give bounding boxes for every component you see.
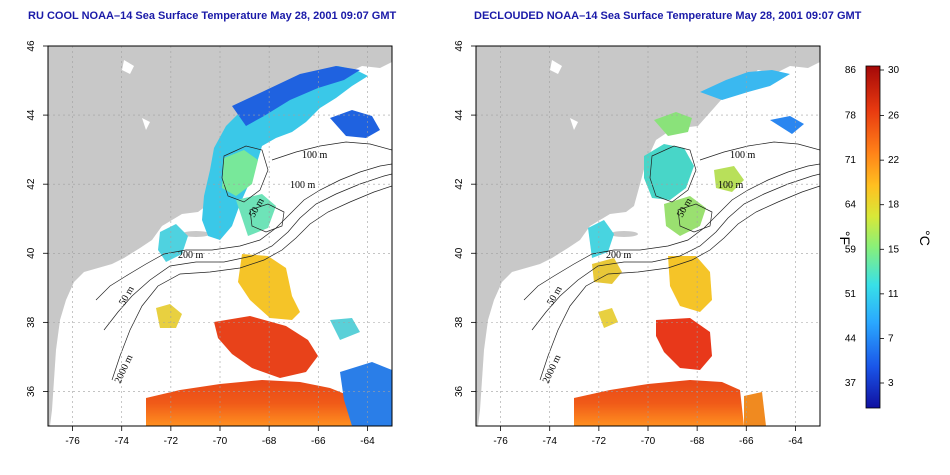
- land-mass-raw: [48, 46, 392, 426]
- map-panel-raw: 100 m 100 m 200 m 50 m 50 m 2000 m -76 -7…: [26, 40, 393, 447]
- colorbar-c-tick: 22: [888, 155, 900, 166]
- sst-patch-gom-declouded: [654, 112, 692, 136]
- colorbar-c-tick: 26: [888, 111, 900, 122]
- colorbar-c-tick: 15: [888, 244, 900, 255]
- y-tick-label-declouded: 44: [454, 109, 465, 121]
- map-title-raw: RU COOL NOAA–14 Sea Surface Temperature …: [28, 10, 397, 22]
- x-tick-label-raw: -72: [164, 436, 179, 447]
- sst-gulfstream-south-raw: [146, 380, 352, 426]
- sst-gulfstream-declouded: [656, 318, 712, 370]
- x-tick-label-raw: -66: [311, 436, 326, 447]
- lake-raw: [142, 118, 150, 130]
- land-mass-declouded: [476, 46, 820, 426]
- colorbar-celsius-label: °C: [917, 230, 933, 246]
- colorbar-f-tick: 64: [845, 200, 857, 211]
- sst-patch-cold-declouded: [770, 116, 804, 134]
- colorbar-fahrenheit-label: °F: [837, 231, 853, 245]
- sst-patch-slope-declouded: [668, 256, 712, 312]
- x-tick-label-declouded: -72: [592, 436, 607, 447]
- long-island-declouded: [610, 231, 638, 237]
- lake-declouded: [570, 118, 578, 130]
- x-tick-label-declouded: -66: [739, 436, 754, 447]
- colorbar-c-tick: 30: [888, 65, 900, 76]
- lake-declouded: [550, 60, 562, 74]
- long-island-raw: [182, 231, 210, 237]
- sst-patch-mid-declouded: [664, 196, 706, 236]
- sst-patch-cold-declouded: [700, 70, 790, 100]
- y-tick-label-raw: 46: [26, 40, 37, 52]
- x-tick-label-declouded: -70: [641, 436, 656, 447]
- colorbar-f-tick: 86: [845, 65, 857, 76]
- colorbar-c-tick: 18: [888, 200, 900, 211]
- map-panel-declouded: 100 m 100 m 200 m 50 m 50 m 2000 m -76 -7…: [454, 40, 821, 447]
- x-tick-label-raw: -76: [65, 436, 80, 447]
- lake-raw: [122, 60, 134, 74]
- colorbar: 86 78 71 64 59 51 44 37 30 26 22 18 15 11 7 3 °F °C: [837, 65, 933, 409]
- sst-patch-mid-raw: [222, 150, 258, 196]
- sst-patch-shelf-raw: [156, 304, 182, 328]
- y-tick-label-raw: 40: [26, 247, 37, 259]
- sst-patch-offshore-raw: [340, 362, 392, 426]
- sst-patch-shelf-declouded: [588, 220, 614, 258]
- map-title-declouded: DECLOUDED NOAA–14 Sea Surface Temperatur…: [474, 10, 862, 22]
- x-tick-label-declouded: -74: [542, 436, 557, 447]
- x-tick-label-declouded: -76: [493, 436, 508, 447]
- y-tick-label-declouded: 40: [454, 247, 465, 259]
- isobath-contours-raw: [95, 141, 392, 381]
- x-tick-label-raw: -68: [262, 436, 277, 447]
- colorbar-f-tick: 37: [845, 378, 857, 389]
- x-tick-label-declouded: -64: [788, 436, 803, 447]
- x-tick-label-raw: -64: [360, 436, 375, 447]
- colorbar-f-tick: 51: [845, 289, 857, 300]
- colorbar-f-tick: 71: [845, 155, 857, 166]
- axis-ticks-declouded: -76 -74 -72 -70 -68 -66 -64 46 44 42 40 38 36: [454, 40, 803, 447]
- sst-patch-cold-raw: [232, 66, 360, 126]
- isobath-contours-declouded: [523, 141, 820, 381]
- colorbar-f-tick: 44: [845, 333, 857, 344]
- sst-gulfstream-raw: [214, 316, 318, 378]
- y-tick-label-declouded: 46: [454, 40, 465, 52]
- sst-patch-offshore-raw: [330, 318, 360, 340]
- y-tick-label-raw: 42: [26, 178, 37, 190]
- y-tick-label-raw: 36: [26, 385, 37, 397]
- contour-label-declouded: 100 m: [730, 150, 756, 161]
- contour-label-raw: 100 m: [302, 150, 328, 161]
- y-tick-label-raw: 38: [26, 316, 37, 328]
- y-tick-label-declouded: 42: [454, 178, 465, 190]
- contour-label-declouded: 200 m: [606, 250, 632, 261]
- y-tick-label-declouded: 38: [454, 316, 465, 328]
- y-tick-label-declouded: 36: [454, 385, 465, 397]
- colorbar-c-tick: 7: [888, 333, 894, 344]
- x-tick-label-declouded: -68: [690, 436, 705, 447]
- sst-patch-shelf-raw: [158, 224, 188, 262]
- colorbar-f-tick: 78: [845, 111, 857, 122]
- sst-patch-mid-declouded: [644, 144, 694, 200]
- sst-patch-shelf-declouded: [592, 258, 622, 284]
- sst-patch-shelf-declouded: [598, 308, 618, 328]
- y-tick-label-raw: 44: [26, 109, 37, 121]
- sst-patch-offshore-declouded: [744, 392, 766, 426]
- colorbar-celsius-ticks: 30 26 22 18 15 11 7 3: [880, 65, 900, 389]
- sst-patch-mid-declouded: [714, 166, 744, 192]
- contour-label-declouded: 100 m: [718, 180, 744, 191]
- colorbar-scale: [865, 65, 881, 409]
- x-tick-label-raw: -74: [114, 436, 129, 447]
- colorbar-f-tick: 59: [845, 244, 857, 255]
- contour-label-raw: 100 m: [290, 180, 316, 191]
- axis-ticks-raw: -76 -74 -72 -70 -68 -66 -64 46 44 42 40 38 36: [26, 40, 375, 447]
- colorbar-c-tick: 3: [888, 378, 894, 389]
- colorbar-fahrenheit-ticks: 86 78 71 64 59 51 44 37: [845, 65, 857, 389]
- colorbar-c-tick: 11: [888, 289, 899, 300]
- graticule-raw: [48, 45, 392, 426]
- contour-label-raw: 200 m: [178, 250, 204, 261]
- x-tick-label-raw: -70: [213, 436, 228, 447]
